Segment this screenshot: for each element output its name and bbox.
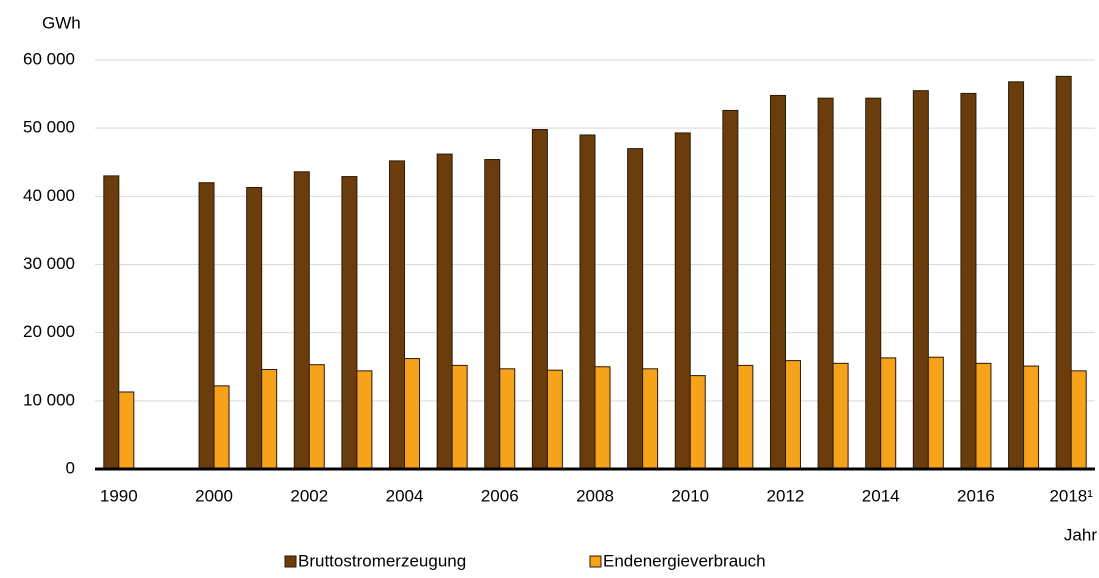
x-tick-label: 2016 (957, 486, 995, 505)
y-tick-label: 0 (66, 458, 75, 477)
bar (689, 375, 706, 470)
x-tick-label: 2008 (576, 486, 614, 505)
bar (308, 364, 325, 470)
bar (579, 134, 596, 470)
bar (356, 370, 373, 470)
y-tick-label: 10 000 (23, 390, 75, 409)
y-tick-label: 60 000 (23, 49, 75, 68)
bar (594, 366, 611, 470)
legend-swatch (589, 555, 602, 568)
bar (293, 171, 310, 470)
bar (865, 97, 882, 470)
bar (737, 364, 754, 470)
bar (118, 391, 135, 470)
bar (817, 97, 834, 470)
bar (627, 148, 644, 470)
bar (531, 129, 548, 470)
x-tick-label: 2006 (481, 486, 519, 505)
legend-swatch (284, 555, 297, 568)
bar (404, 358, 421, 470)
y-tick-label: 50 000 (23, 118, 75, 137)
bar (674, 132, 691, 470)
bar (975, 362, 992, 470)
x-tick-label: 2012 (767, 486, 805, 505)
bar (103, 175, 120, 470)
y-tick-label: 20 000 (23, 322, 75, 341)
x-axis-label: Jahr (1064, 525, 1097, 544)
x-tick-label: 2002 (290, 486, 328, 505)
bar (960, 92, 977, 470)
bar (832, 362, 849, 470)
bar (246, 186, 263, 470)
bar (1008, 81, 1025, 470)
bar (546, 369, 563, 470)
bar (722, 109, 739, 470)
bar (341, 176, 358, 470)
bar (484, 159, 501, 470)
bar (927, 356, 944, 470)
bar (1023, 365, 1040, 470)
x-tick-label: 2010 (671, 486, 709, 505)
x-tick-label: 2000 (195, 486, 233, 505)
bar (499, 368, 516, 470)
bar (389, 160, 406, 470)
bar (1070, 370, 1087, 470)
bar (436, 153, 453, 470)
bar (912, 90, 929, 470)
x-tick-label: 1990 (100, 486, 138, 505)
bar (642, 368, 659, 470)
x-tick-label: 2014 (862, 486, 900, 505)
legend-label: Endenergieverbrauch (603, 551, 766, 570)
y-tick-label: 40 000 (23, 186, 75, 205)
bar (261, 368, 278, 470)
bar (1055, 75, 1072, 470)
bar (213, 385, 230, 470)
x-tick-label: 2004 (386, 486, 424, 505)
bar (451, 364, 468, 470)
y-tick-label: 30 000 (23, 254, 75, 273)
bar (880, 357, 897, 470)
x-tick-label: 2018¹ (1049, 486, 1093, 505)
bar (784, 360, 801, 470)
bar (198, 182, 215, 470)
y-axis-label: GWh (42, 13, 81, 32)
bar (769, 94, 786, 470)
legend-label: Bruttostromerzeugung (298, 551, 466, 570)
